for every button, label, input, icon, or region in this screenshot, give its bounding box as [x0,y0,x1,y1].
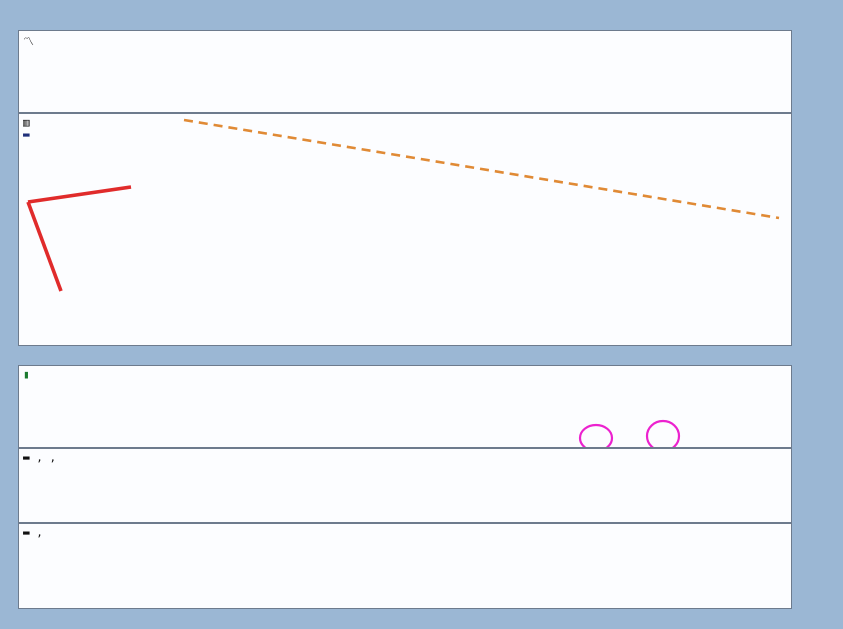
macd-legend: ▬ , , [23,451,57,464]
macd-plot [19,449,792,523]
volume-legend: ▮ [23,368,30,381]
candlestick-icon: ▥ [23,116,30,129]
ma-legend: ▬ [23,128,30,141]
stochastic-line-icon: ▬ [23,526,30,539]
rsi-plot [19,31,792,113]
rsi-panel: 〽 [18,30,792,113]
volume-circle-marker-2 [645,419,681,447]
rsi-legend: 〽 [23,33,34,49]
rsi-icon: 〽 [23,35,34,48]
annotation-run-up [27,146,59,260]
chart-header [0,0,843,28]
stochastic-plot [19,524,792,609]
volume-circle-marker-1 [578,423,614,447]
price-plot [26,118,780,292]
stochastic-legend: ▬ , [23,526,43,539]
volume-plot [578,419,681,447]
macd-line-icon: ▬ [23,451,30,464]
downtrend-line [183,118,780,220]
ma-line-icon: ▬ [23,128,30,141]
macd-panel: ▬ , , [18,448,792,523]
x-axis-middle [0,348,843,365]
volume-panel: ▮ [18,365,792,448]
price-legend: ▥ [23,116,30,129]
price-panel: ▥ ▬ [18,113,792,346]
run-up-arrow [26,185,132,292]
volume-bars-icon: ▮ [23,368,30,381]
annotation-buy-hold [530,301,558,345]
stochastic-panel: ▬ , [18,523,792,609]
x-axis-bottom [0,610,843,627]
